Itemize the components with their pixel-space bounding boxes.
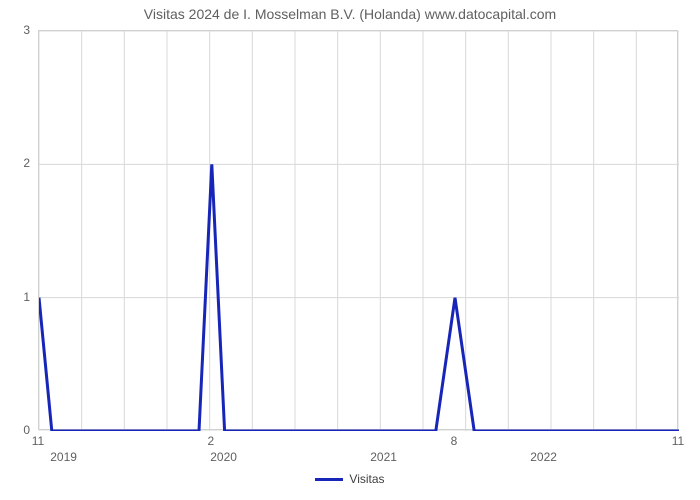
x-minor-tick-label: 2 <box>207 434 214 448</box>
y-tick-label: 1 <box>0 290 30 304</box>
x-minor-tick-label: 11 <box>672 434 684 448</box>
x-major-tick-label: 2021 <box>370 450 397 464</box>
x-major-tick-label: 2022 <box>530 450 557 464</box>
legend-swatch <box>315 478 343 481</box>
plot-svg <box>39 31 679 431</box>
x-major-tick-label: 2020 <box>210 450 237 464</box>
x-major-tick-label: 2019 <box>50 450 77 464</box>
legend-label: Visitas <box>349 472 384 486</box>
legend: Visitas <box>0 472 700 486</box>
y-tick-label: 0 <box>0 423 30 437</box>
chart-container: Visitas 2024 de I. Mosselman B.V. (Holan… <box>0 0 700 500</box>
x-minor-tick-label: 8 <box>451 434 458 448</box>
y-tick-label: 2 <box>0 156 30 170</box>
x-minor-tick-label: 11 <box>32 434 44 448</box>
chart-title: Visitas 2024 de I. Mosselman B.V. (Holan… <box>0 6 700 22</box>
plot-area <box>38 30 678 430</box>
y-tick-label: 3 <box>0 23 30 37</box>
